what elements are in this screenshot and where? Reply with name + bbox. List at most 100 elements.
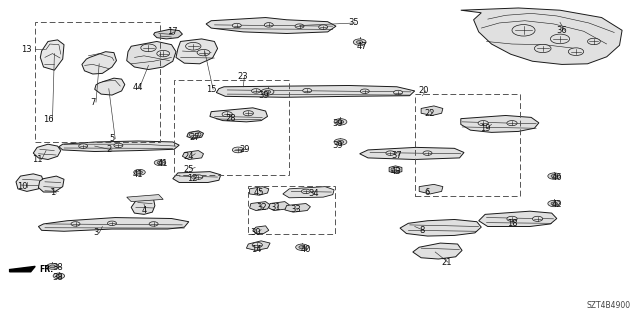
Text: 21: 21 xyxy=(442,258,452,267)
Circle shape xyxy=(252,242,262,248)
Text: 35: 35 xyxy=(348,19,358,27)
Text: 6: 6 xyxy=(425,188,430,197)
Polygon shape xyxy=(479,211,557,226)
Circle shape xyxy=(423,151,432,155)
Text: 45: 45 xyxy=(254,188,264,197)
Polygon shape xyxy=(216,85,415,97)
Polygon shape xyxy=(33,144,61,160)
Circle shape xyxy=(154,160,166,166)
Text: FR.: FR. xyxy=(40,265,54,274)
Circle shape xyxy=(534,44,551,53)
Polygon shape xyxy=(173,172,221,182)
Circle shape xyxy=(157,50,170,57)
Circle shape xyxy=(391,167,400,172)
Circle shape xyxy=(141,44,156,52)
Polygon shape xyxy=(127,41,176,70)
Circle shape xyxy=(334,139,347,145)
Circle shape xyxy=(261,89,274,95)
Polygon shape xyxy=(127,195,163,202)
Text: 37: 37 xyxy=(392,151,402,160)
Circle shape xyxy=(47,263,58,269)
Polygon shape xyxy=(154,29,182,39)
Text: 20: 20 xyxy=(419,86,429,95)
Circle shape xyxy=(71,222,80,226)
Circle shape xyxy=(232,147,244,153)
Circle shape xyxy=(319,25,328,29)
Circle shape xyxy=(337,120,344,123)
Circle shape xyxy=(134,169,145,175)
Polygon shape xyxy=(283,187,334,198)
Text: 32: 32 xyxy=(256,204,266,212)
Text: 1: 1 xyxy=(50,189,55,197)
Circle shape xyxy=(507,216,517,221)
Circle shape xyxy=(303,88,312,93)
Polygon shape xyxy=(40,40,64,70)
Circle shape xyxy=(108,221,116,226)
Text: 5: 5 xyxy=(109,134,115,143)
Text: 40: 40 xyxy=(301,245,311,254)
Polygon shape xyxy=(250,202,270,211)
Circle shape xyxy=(568,48,584,56)
Text: 23: 23 xyxy=(238,72,248,81)
Circle shape xyxy=(301,189,310,194)
Circle shape xyxy=(189,132,201,137)
Circle shape xyxy=(114,143,123,148)
Text: 47: 47 xyxy=(356,42,367,51)
Polygon shape xyxy=(59,141,179,152)
Circle shape xyxy=(548,200,561,207)
Text: 18: 18 xyxy=(507,219,517,228)
Circle shape xyxy=(222,112,232,117)
Polygon shape xyxy=(461,115,539,132)
Circle shape xyxy=(252,89,260,93)
Circle shape xyxy=(232,23,241,28)
Polygon shape xyxy=(182,151,204,160)
Circle shape xyxy=(532,216,543,221)
Circle shape xyxy=(551,202,557,205)
Text: 33: 33 xyxy=(291,205,301,214)
Circle shape xyxy=(296,244,308,250)
Polygon shape xyxy=(82,52,116,74)
Text: 22: 22 xyxy=(425,109,435,118)
Text: 44: 44 xyxy=(132,83,143,92)
Circle shape xyxy=(50,265,56,268)
Polygon shape xyxy=(421,106,443,115)
Polygon shape xyxy=(131,198,155,214)
Polygon shape xyxy=(38,218,189,231)
Circle shape xyxy=(337,140,344,144)
Text: 12: 12 xyxy=(187,174,197,183)
Circle shape xyxy=(186,42,201,50)
Polygon shape xyxy=(253,226,269,234)
Text: 16: 16 xyxy=(43,115,53,124)
Circle shape xyxy=(299,246,305,249)
Polygon shape xyxy=(38,176,64,192)
Text: 28: 28 xyxy=(225,114,236,122)
Circle shape xyxy=(53,273,65,279)
Polygon shape xyxy=(246,241,270,250)
Text: 11: 11 xyxy=(32,155,42,164)
Polygon shape xyxy=(16,174,44,191)
Circle shape xyxy=(551,174,557,178)
Circle shape xyxy=(264,23,273,27)
Text: 25: 25 xyxy=(184,165,194,174)
Text: 2: 2 xyxy=(106,145,111,154)
Circle shape xyxy=(334,119,347,125)
Polygon shape xyxy=(389,166,402,173)
Text: 24: 24 xyxy=(184,152,194,161)
Text: 13: 13 xyxy=(22,45,32,54)
Circle shape xyxy=(548,173,561,179)
Circle shape xyxy=(353,39,366,45)
Text: 15: 15 xyxy=(206,85,216,94)
Text: 39: 39 xyxy=(333,119,343,128)
Circle shape xyxy=(478,121,488,126)
Polygon shape xyxy=(461,8,622,64)
Text: 27: 27 xyxy=(190,133,200,142)
Circle shape xyxy=(295,24,304,28)
Text: 4: 4 xyxy=(141,206,147,215)
Circle shape xyxy=(194,175,203,179)
Text: 14: 14 xyxy=(251,245,261,254)
Circle shape xyxy=(360,89,369,93)
Circle shape xyxy=(512,25,535,36)
Circle shape xyxy=(550,34,570,44)
Circle shape xyxy=(264,90,271,93)
Text: 42: 42 xyxy=(552,200,562,209)
